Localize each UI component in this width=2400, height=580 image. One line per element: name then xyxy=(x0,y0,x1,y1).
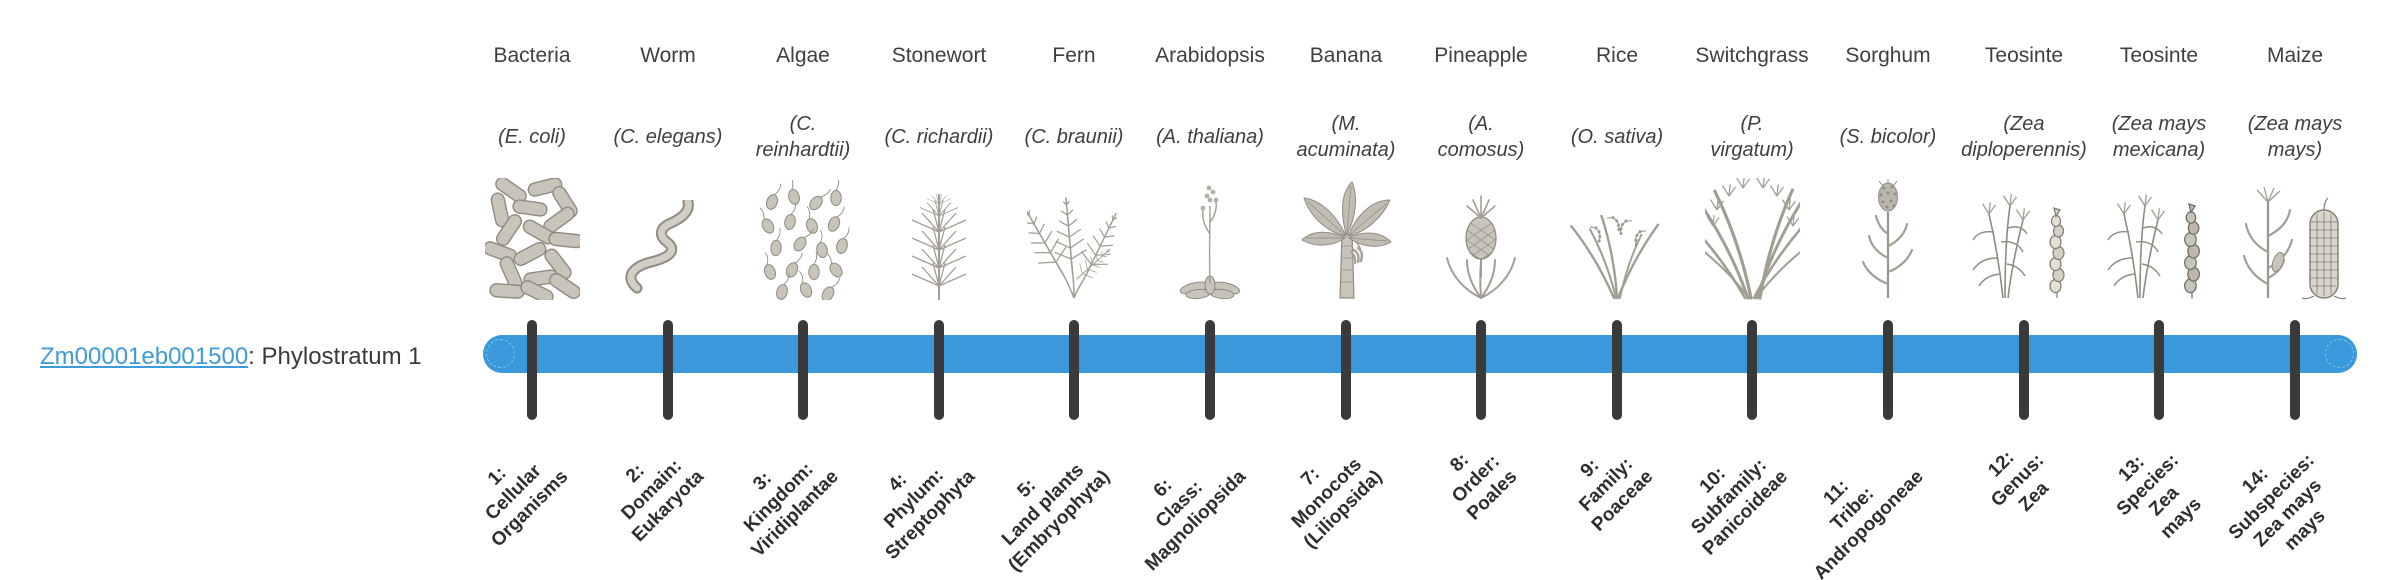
organism-scientific-name: (Zea mays mays) xyxy=(2247,113,2343,161)
maize-icon xyxy=(2242,186,2346,300)
tick-10 xyxy=(1747,320,1757,420)
organism-column-stonewort: Stonewort (C. richardii) xyxy=(864,0,1014,300)
organism-scientific-name: (Zea mays mexicana) xyxy=(2111,113,2207,161)
organism-scientific-name: (M. acuminata) xyxy=(1296,113,1396,161)
organism-scientific-name: (C. reinhardtii) xyxy=(755,113,851,161)
organism-scientific-name: (C. richardii) xyxy=(884,126,994,148)
tick-14 xyxy=(2290,320,2300,420)
organism-column-algae: Algae (C. reinhardtii) xyxy=(728,0,878,300)
tick-7 xyxy=(1341,320,1351,420)
pineapple-icon xyxy=(1445,195,1516,299)
gene-row-label: Zm00001eb001500: Phylostratum 1 xyxy=(40,343,422,371)
organism-scientific-name: (A. thaliana) xyxy=(1156,126,1264,148)
arabidopsis-icon xyxy=(1179,185,1240,300)
tick-3 xyxy=(798,320,808,420)
bar-left-cap-circle xyxy=(486,338,515,368)
algae-icon xyxy=(755,180,851,300)
tick-9 xyxy=(1612,320,1622,420)
organism-name: Teosinte xyxy=(1984,44,2064,67)
phylostratum-bar xyxy=(483,335,2357,373)
bacteria-icon xyxy=(484,178,580,300)
organism-name: Algae xyxy=(776,44,830,67)
organism-column-bacteria: Bacteria (E. coli) xyxy=(457,0,607,300)
organism-name: Fern xyxy=(1052,44,1096,67)
organism-name: Maize xyxy=(2266,44,2324,67)
organism-column-rice: Rice (O. sativa) xyxy=(1542,0,1692,300)
banana-icon xyxy=(1300,181,1392,299)
organism-scientific-name: (S. bicolor) xyxy=(1839,126,1937,148)
fern-icon xyxy=(1026,195,1122,299)
organism-scientific-name: (P. virgatum) xyxy=(1710,113,1794,161)
organism-name: Arabidopsis xyxy=(1155,44,1265,67)
gene-link[interactable]: Zm00001eb001500 xyxy=(40,343,249,370)
organism-scientific-name: (E. coli) xyxy=(498,126,566,148)
organism-column-banana: Banana (M. acuminata) xyxy=(1271,0,1421,300)
organism-name: Sorghum xyxy=(1845,44,1931,67)
organism-name: Rice xyxy=(1595,44,1638,67)
tick-8 xyxy=(1476,320,1486,420)
organism-column-worm: Worm (C. elegans) xyxy=(593,0,743,300)
organism-name: Switchgrass xyxy=(1695,44,1809,67)
organism-column-sorghum: Sorghum (S. bicolor) xyxy=(1813,0,1963,300)
organism-name: Stonewort xyxy=(891,44,987,67)
organism-scientific-name: (C. braunii) xyxy=(1024,126,1124,148)
organism-scientific-name: (C. elegans) xyxy=(613,126,723,148)
tick-1 xyxy=(527,320,537,420)
organism-scientific-name: (A. comosus) xyxy=(1437,113,1525,161)
tick-12 xyxy=(2019,320,2029,420)
organism-name: Pineapple xyxy=(1434,44,1528,67)
organism-column-fern: Fern (C. braunii) xyxy=(999,0,1149,300)
organism-column-maize: Maize (Zea mays mays) xyxy=(2220,0,2370,300)
organism-column-switchgrass: Switchgrass (P. virgatum) xyxy=(1677,0,1827,300)
bar-right-cap-circle xyxy=(2325,338,2354,368)
organism-name: Teosinte xyxy=(2119,44,2199,67)
organism-column-teosinte-diploperennis: Teosinte (Zea diploperennis) xyxy=(1949,0,2099,300)
organism-name: Bacteria xyxy=(493,44,571,67)
organism-name: Worm xyxy=(640,44,696,67)
organism-scientific-name: (O. sativa) xyxy=(1570,126,1664,148)
switchgrass-icon xyxy=(1704,178,1800,300)
tick-13 xyxy=(2154,320,2164,420)
teosinte-diplo-icon xyxy=(1967,178,2065,300)
tick-4 xyxy=(934,320,944,420)
organism-column-teosinte-mexicana: Teosinte (Zea mays mexicana) xyxy=(2084,0,2234,300)
stonewort-icon xyxy=(910,193,967,300)
sorghum-icon xyxy=(1861,179,1913,298)
organism-column-arabidopsis: Arabidopsis (A. thaliana) xyxy=(1135,0,1285,300)
tick-11 xyxy=(1883,320,1893,420)
organism-scientific-name: (Zea diploperennis) xyxy=(1961,113,2087,161)
worm-icon xyxy=(625,200,694,294)
rice-icon xyxy=(1569,214,1659,300)
tick-6 xyxy=(1205,320,1215,420)
phylostratum-text: : Phylostratum 1 xyxy=(248,343,422,370)
tick-5 xyxy=(1069,320,1079,420)
organism-name: Banana xyxy=(1309,44,1383,67)
tick-2 xyxy=(663,320,673,420)
teosinte-mexicana-icon xyxy=(2102,178,2200,300)
organism-column-pineapple: Pineapple (A. comosus) xyxy=(1406,0,1556,300)
